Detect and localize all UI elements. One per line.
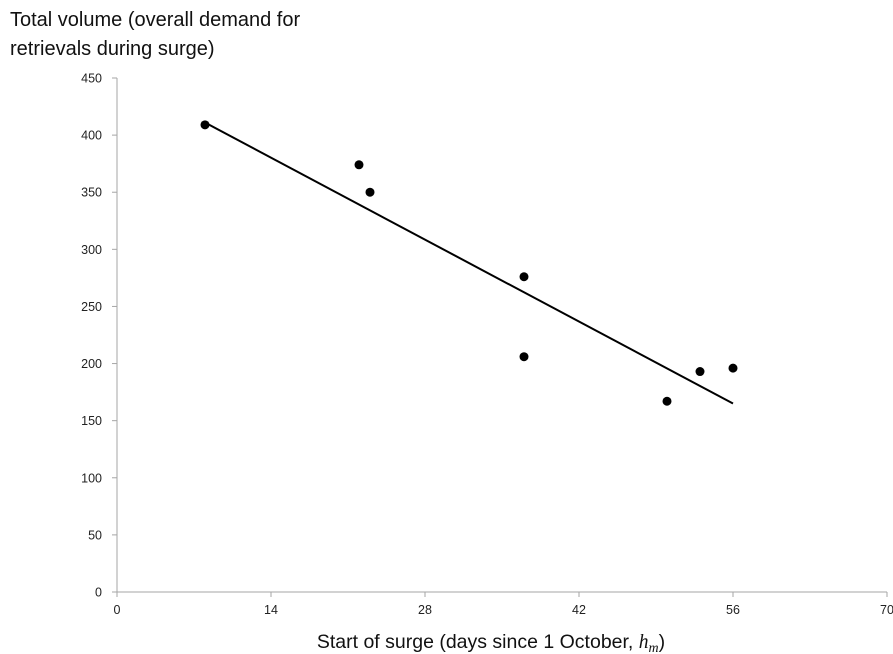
data-points <box>200 120 738 406</box>
trendline <box>204 121 734 405</box>
x-axis-title: Start of surge (days since 1 October, hm… <box>317 631 665 654</box>
trendline-group <box>204 121 734 405</box>
data-point <box>728 363 738 373</box>
x-axis-title-suffix: ) <box>659 631 666 653</box>
y-axis-title: Total volume (overall demand for retriev… <box>10 6 300 64</box>
data-point <box>365 187 375 197</box>
y-tick-label: 250 <box>81 300 102 314</box>
y-tick-label: 150 <box>81 414 102 428</box>
y-tick-label: 0 <box>95 586 102 600</box>
y-tick-label: 350 <box>81 186 102 200</box>
axes <box>116 78 887 593</box>
x-tick-label: 28 <box>418 603 432 617</box>
y-axis-title-line-1: Total volume (overall demand for <box>10 9 301 31</box>
x-tick-label: 56 <box>726 603 740 617</box>
data-point <box>519 352 529 362</box>
data-point <box>695 367 705 377</box>
data-point <box>662 396 672 406</box>
x-axis-ticks: 0 14 28 42 56 70 <box>114 592 893 617</box>
y-tick-label: 400 <box>81 129 102 143</box>
x-tick-label: 14 <box>264 603 278 617</box>
x-axis-title-prefix: Start of surge (days since 1 October, <box>317 631 639 653</box>
data-point <box>519 272 529 282</box>
y-tick-label: 450 <box>81 72 102 86</box>
x-tick-label: 0 <box>114 603 121 617</box>
x-tick-label: 70 <box>880 603 893 617</box>
y-axis-title-line-2: retrievals during surge) <box>10 38 215 60</box>
y-tick-label: 100 <box>81 471 102 485</box>
y-tick-label: 200 <box>81 357 102 371</box>
x-axis-title-math-sub: m <box>649 641 659 654</box>
data-point <box>354 160 364 170</box>
y-axis-ticks: 0 50 100 150 200 250 300 350 400 450 <box>81 72 117 600</box>
data-point <box>200 120 210 130</box>
x-axis-title-math: h <box>639 632 649 653</box>
y-tick-label: 50 <box>88 528 102 542</box>
x-tick-label: 42 <box>572 603 586 617</box>
y-tick-label: 300 <box>81 243 102 257</box>
